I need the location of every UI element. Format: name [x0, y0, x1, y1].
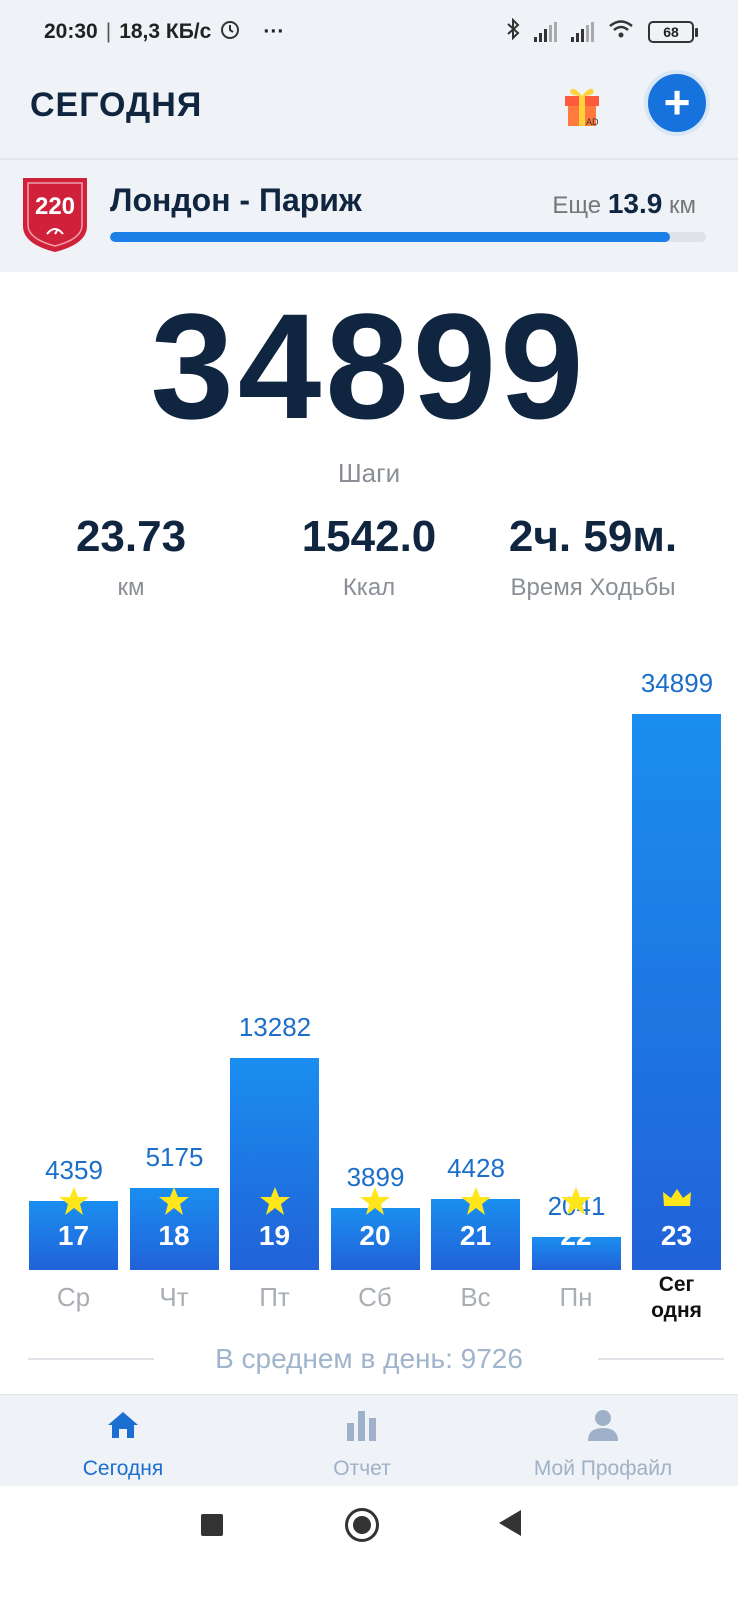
signal-icon: [534, 22, 557, 42]
home-button[interactable]: [345, 1508, 379, 1542]
time-value: 2ч. 59м.: [508, 512, 678, 561]
chart-bar-date: 23: [660, 1220, 693, 1251]
chart-bar-date: 18: [158, 1220, 190, 1251]
calories-stat: 1542.0 Ккал: [246, 512, 492, 602]
crown-icon: [632, 1186, 721, 1215]
chart-bar[interactable]: [29, 1201, 118, 1270]
chart-bar[interactable]: [632, 714, 721, 1270]
daily-average: В среднем в день: 9726: [0, 1334, 738, 1384]
steps-label: Шаги: [337, 458, 401, 488]
page-title: СЕГОДНЯ: [30, 86, 203, 124]
chart-day-label: Сб: [358, 1282, 392, 1312]
distance-value: 23.73: [75, 512, 187, 561]
chart-day-label: Ср: [56, 1282, 91, 1312]
daily-average-text: В среднем в день: 9726: [215, 1343, 523, 1374]
calories-value: 1542.0: [301, 512, 437, 561]
chart-bar-date: 17: [57, 1220, 90, 1251]
chart-bar-value: 4359: [45, 1155, 103, 1185]
chart-bar[interactable]: [330, 1208, 420, 1270]
system-navigation-bar: [0, 1486, 738, 1599]
chart-day-label: Сег одня: [651, 1273, 702, 1322]
route-remaining: Еще 13.9 км: [552, 188, 696, 219]
status-time: 20:30: [44, 20, 98, 43]
route-name: Лондон - Париж: [110, 182, 362, 218]
more-notifications-icon: ···: [263, 20, 285, 43]
distance-label: км: [117, 574, 145, 601]
weekly-steps-chart: 4359 17 Ср 5175 18 Чт 13282 19 Пт 3899 20 Сб 4428 21 В…: [0, 640, 738, 1360]
chart-bar-value: 3899: [346, 1162, 405, 1192]
chart-bar-value: 34899: [640, 668, 714, 698]
svg-text:AD: AD: [586, 117, 599, 127]
route-progress-bar: [110, 232, 706, 242]
chart-bar-date: 19: [258, 1220, 291, 1251]
route-badge: 220: [19, 174, 91, 254]
chart-bar[interactable]: [230, 1058, 319, 1270]
star-icon: [29, 1186, 118, 1221]
bluetooth-icon: [506, 17, 520, 46]
chart-bar-date: 20: [359, 1220, 391, 1251]
route-progress-fill: [110, 232, 671, 242]
divider: [28, 1358, 154, 1360]
distance-stat: 23.73 км: [8, 512, 254, 602]
back-button[interactable]: [499, 1510, 521, 1536]
chart-bar-date: 21: [459, 1220, 492, 1251]
star-icon: [331, 1186, 420, 1221]
bottom-navigation: Сегодня Отчет Мой Профайл: [0, 1394, 738, 1486]
star-icon: [230, 1186, 319, 1221]
star-icon: [431, 1186, 520, 1221]
chart-day-label: Вс: [460, 1282, 491, 1312]
star-icon: [130, 1186, 219, 1221]
chart-bar-value: 13282: [238, 1012, 312, 1042]
nav-report[interactable]: Отчет: [239, 1405, 485, 1481]
wifi-icon: [608, 18, 634, 46]
gift-icon: AD: [565, 88, 599, 127]
signal-icon-2: [571, 22, 594, 42]
route-card[interactable]: 220 Лондон - Париж Еще 13.9 км: [0, 158, 738, 272]
network-speed: 18,3 КБ/с: [119, 20, 212, 43]
chart-day-label: Пт: [259, 1282, 290, 1312]
time-label: Время Ходьбы: [510, 574, 676, 601]
battery-icon: 68: [648, 21, 698, 43]
star-icon: [532, 1186, 621, 1221]
nav-profile[interactable]: Мой Профайл: [480, 1405, 726, 1481]
steps-count: 34899: [150, 282, 588, 450]
bar-chart-icon: [239, 1405, 485, 1445]
time-stat: 2ч. 59м. Время Ходьбы: [470, 512, 716, 602]
route-badge-icon: 220: [23, 178, 87, 252]
gift-ad-button[interactable]: AD: [562, 82, 602, 128]
chart-bar-value: 5175: [145, 1142, 204, 1172]
calories-label: Ккал: [342, 574, 396, 601]
chart-bar-date: 22: [560, 1220, 592, 1251]
nav-today[interactable]: Сегодня: [0, 1405, 246, 1481]
chart-bar[interactable]: [431, 1199, 520, 1270]
svg-text:220: 220: [35, 193, 75, 220]
alarm-icon: [219, 18, 241, 46]
status-bar: 20:30 | 18,3 КБ/с ··· 68: [0, 0, 738, 64]
profile-icon: [480, 1405, 726, 1445]
recents-button[interactable]: [201, 1514, 223, 1536]
chart-bar-value: 4428: [447, 1153, 505, 1183]
chart-bar[interactable]: [531, 1237, 621, 1270]
chart-day-label: Пн: [559, 1282, 593, 1312]
app-header: СЕГОДНЯ AD +: [0, 64, 738, 158]
add-button[interactable]: +: [644, 70, 710, 136]
home-icon: [0, 1405, 246, 1445]
chart-day-label: Чт: [159, 1282, 189, 1312]
divider: [598, 1358, 724, 1360]
